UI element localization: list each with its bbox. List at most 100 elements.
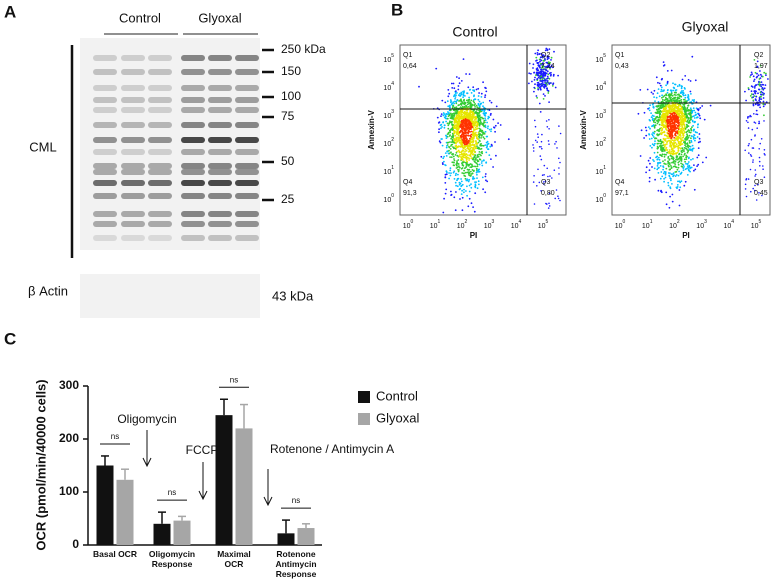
event — [748, 127, 750, 129]
event — [689, 166, 691, 168]
event — [667, 122, 669, 124]
event — [485, 161, 487, 163]
event — [470, 105, 472, 107]
event — [745, 184, 747, 186]
event — [457, 89, 459, 91]
event — [671, 132, 673, 134]
event — [458, 171, 460, 173]
event — [674, 117, 676, 119]
event — [682, 147, 684, 149]
event — [479, 131, 481, 133]
band — [121, 137, 145, 143]
band — [121, 235, 145, 241]
event — [673, 108, 675, 110]
band — [181, 149, 205, 155]
event — [448, 93, 450, 95]
event — [671, 113, 673, 115]
event — [490, 146, 492, 148]
event — [762, 165, 764, 167]
event — [686, 149, 688, 151]
band — [148, 221, 172, 227]
event — [686, 126, 688, 128]
event — [464, 149, 466, 151]
event — [669, 105, 671, 107]
event — [467, 154, 469, 156]
event — [663, 172, 665, 174]
event — [454, 160, 456, 162]
event — [665, 94, 667, 96]
event — [663, 89, 665, 91]
event — [485, 115, 487, 117]
event — [549, 78, 551, 80]
event — [685, 128, 687, 130]
event — [462, 159, 464, 161]
event — [487, 143, 489, 145]
event — [542, 81, 544, 83]
event — [463, 147, 465, 149]
event — [659, 113, 661, 115]
event — [468, 158, 470, 160]
event — [670, 165, 672, 167]
event — [690, 107, 692, 109]
event — [755, 104, 757, 106]
event — [687, 165, 689, 167]
quadrant-name: Q4 — [403, 179, 412, 186]
event — [671, 119, 673, 121]
event — [541, 141, 543, 143]
y-axis-label: Annexin-V — [367, 110, 376, 150]
event — [672, 90, 674, 92]
quadrant-value: 0,80 — [541, 190, 555, 197]
event — [685, 163, 687, 165]
tick-exponent: 2 — [465, 219, 468, 225]
event — [759, 70, 761, 72]
event — [478, 103, 480, 105]
event — [671, 153, 673, 155]
event — [749, 115, 751, 117]
y-tick-label: 101 — [383, 165, 394, 176]
x-tick-label: 103 — [484, 219, 495, 230]
event — [671, 70, 673, 72]
event — [470, 128, 472, 130]
event — [451, 156, 453, 158]
event — [468, 169, 470, 171]
event — [672, 135, 674, 137]
event — [474, 104, 476, 106]
event — [435, 68, 437, 70]
event — [545, 82, 547, 84]
event — [438, 128, 440, 130]
marker-label: 100 — [281, 89, 301, 103]
event — [687, 94, 689, 96]
event — [463, 58, 465, 60]
event — [666, 136, 668, 138]
event — [673, 166, 675, 168]
band — [181, 211, 205, 217]
event — [463, 116, 465, 118]
event — [468, 130, 470, 132]
event — [690, 91, 692, 93]
event — [474, 154, 476, 156]
event — [665, 138, 667, 140]
event — [657, 123, 659, 125]
event — [668, 166, 670, 168]
event — [462, 112, 464, 114]
event — [558, 125, 560, 127]
event — [463, 191, 465, 193]
event — [659, 110, 661, 112]
event — [478, 92, 480, 94]
event — [654, 152, 656, 154]
event — [676, 89, 678, 91]
event — [762, 76, 764, 78]
events — [418, 48, 561, 214]
event — [763, 72, 765, 74]
event — [494, 141, 496, 143]
event — [690, 128, 692, 130]
event — [669, 135, 671, 137]
band — [148, 85, 172, 91]
event — [665, 192, 667, 194]
event — [677, 146, 679, 148]
event — [684, 161, 686, 163]
tick-base: 10 — [595, 169, 603, 176]
event — [531, 81, 533, 83]
event — [534, 77, 536, 79]
event — [469, 148, 471, 150]
